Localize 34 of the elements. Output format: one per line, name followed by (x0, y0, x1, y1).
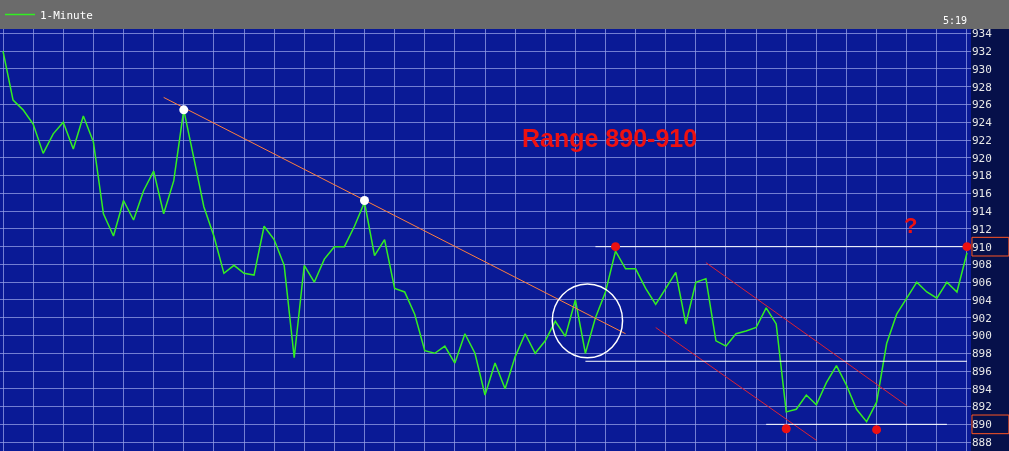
y-tick-label: 890 (972, 418, 992, 432)
y-tick-label: 934 (972, 27, 993, 41)
annotation: Range 890-910 (522, 124, 698, 152)
y-tick-label: 928 (972, 80, 992, 94)
point (360, 195, 369, 205)
point (179, 105, 189, 115)
y-tick-label: 904 (972, 293, 993, 307)
y-tick-label: 932 (972, 45, 992, 59)
y-tick-label: 896 (972, 364, 992, 378)
point (962, 242, 971, 252)
y-tick-label: 908 (972, 258, 992, 272)
y-tick-label: 922 (972, 133, 992, 147)
y-tick-label: 898 (972, 347, 992, 361)
y-tick-label: 930 (972, 62, 992, 76)
legend-label: 1-Minute (40, 8, 93, 22)
y-tick-label: 888 (972, 435, 992, 449)
point (611, 242, 621, 252)
annotation: ? (904, 213, 918, 238)
y-tick-label: 910 (972, 240, 992, 254)
y-tick-label: 900 (972, 329, 992, 343)
y-tick-label: 906 (972, 276, 992, 290)
y-tick-label: 926 (972, 98, 992, 112)
y-tick-label: 894 (972, 382, 993, 396)
y-tick-label: 902 (972, 311, 992, 325)
y-tick-label: 912 (972, 222, 992, 236)
y-tick-label: 918 (972, 169, 992, 183)
text: 5:19 (943, 15, 968, 26)
y-tick-label: 914 (972, 204, 993, 218)
y-tick-label: 892 (972, 400, 992, 414)
y-tick-label: 916 (972, 187, 992, 201)
y-tick-label: 920 (972, 151, 992, 165)
point (872, 425, 882, 435)
point (781, 424, 791, 434)
y-tick-label: 924 (972, 116, 993, 130)
